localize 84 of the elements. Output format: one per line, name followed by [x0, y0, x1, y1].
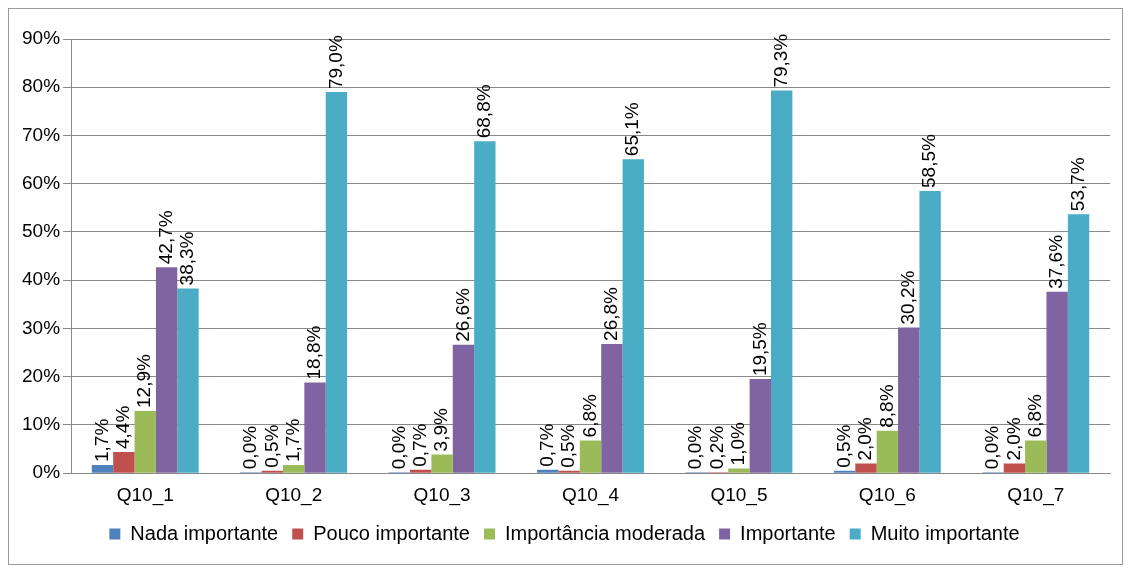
data-label: 12,9%: [133, 353, 155, 408]
bar: [537, 469, 559, 473]
bar: [1025, 440, 1047, 473]
data-label: 2,0%: [854, 417, 876, 461]
bar: [282, 465, 305, 473]
legend-label: Nada importante: [130, 521, 279, 544]
y-tick-label: 80%: [22, 75, 61, 97]
bar: [113, 451, 135, 473]
bar: [1046, 291, 1068, 473]
data-label: 68,8%: [473, 84, 495, 139]
y-tick-label: 90%: [22, 27, 61, 49]
data-label: 0,7%: [408, 423, 430, 467]
data-label: 79,0%: [324, 35, 346, 90]
data-label: 1,0%: [727, 421, 749, 466]
bar: [876, 430, 899, 473]
y-tick-label: 60%: [22, 171, 61, 193]
data-label: 2,0%: [1002, 417, 1024, 461]
data-label: 8,8%: [875, 384, 897, 428]
legend-label: Importante: [740, 521, 836, 544]
y-tick-label: 0%: [32, 461, 61, 483]
data-label: 58,5%: [918, 133, 940, 188]
x-tick-label: Q10_2: [265, 483, 323, 506]
bar: [91, 465, 114, 473]
data-label: 26,8%: [600, 286, 622, 341]
data-label: 0,2%: [705, 425, 727, 470]
bar: [728, 468, 750, 473]
bar: [134, 410, 156, 473]
x-tick-label: Q10_7: [1007, 483, 1065, 506]
data-label: 3,9%: [430, 407, 452, 452]
data-label: 1,7%: [90, 418, 112, 462]
data-label: 0,5%: [832, 424, 854, 468]
legend-label: Muito importante: [870, 521, 1020, 544]
data-label: 0,5%: [557, 424, 579, 468]
data-label: 18,8%: [303, 325, 325, 380]
bar: [919, 190, 941, 473]
bar: [749, 379, 771, 473]
y-tick-label: 20%: [22, 364, 61, 386]
x-tick-label: Q10_5: [710, 483, 768, 506]
y-tick-label: 70%: [22, 123, 61, 145]
bar: [1003, 463, 1026, 473]
data-label: 79,3%: [769, 33, 791, 88]
bar: [601, 343, 623, 473]
data-label: 0,7%: [536, 423, 557, 467]
x-tick-label: Q10_4: [561, 483, 620, 506]
bar: [452, 344, 475, 473]
data-label: 42,7%: [154, 210, 176, 265]
legend-label: Importância moderada: [504, 521, 706, 544]
x-tick-label: Q10_3: [413, 483, 471, 506]
x-tick-label: Q10_1: [116, 483, 174, 506]
data-label: 30,2%: [896, 270, 918, 325]
data-label: 65,1%: [621, 102, 643, 157]
data-label: 53,7%: [1066, 157, 1088, 212]
bar: [579, 440, 602, 473]
bar: [1067, 214, 1090, 473]
data-label: 0,0%: [981, 425, 1003, 470]
bar: [474, 141, 496, 473]
bar: [325, 92, 348, 473]
data-label: 0,0%: [684, 425, 706, 470]
bar: [771, 90, 793, 473]
bar: [410, 469, 432, 473]
bar: [304, 382, 326, 473]
y-tick-label: 50%: [22, 220, 61, 242]
data-label: 0,0%: [239, 425, 261, 470]
data-label: 37,6%: [1045, 234, 1067, 289]
bar: [855, 463, 877, 473]
y-tick-label: 10%: [22, 413, 61, 435]
y-tick-label: 40%: [22, 268, 61, 290]
data-label: 19,5%: [748, 322, 770, 377]
data-label: 6,8%: [578, 393, 600, 438]
data-label: 0,5%: [260, 424, 282, 468]
data-label: 4,4%: [112, 405, 134, 449]
data-label: 38,3%: [176, 231, 198, 286]
x-tick-label: Q10_6: [858, 483, 916, 506]
bar: [622, 159, 644, 473]
legend-label: Pouco importante: [313, 521, 470, 544]
data-label: 26,6%: [451, 287, 473, 342]
bar: [177, 288, 199, 473]
y-tick-label: 30%: [22, 316, 61, 338]
bar: [898, 327, 920, 473]
bar: [155, 267, 178, 473]
data-label: 1,7%: [281, 418, 303, 462]
bar: [431, 454, 453, 473]
data-label: 6,8%: [1024, 393, 1046, 438]
data-label: 0,0%: [387, 425, 409, 470]
